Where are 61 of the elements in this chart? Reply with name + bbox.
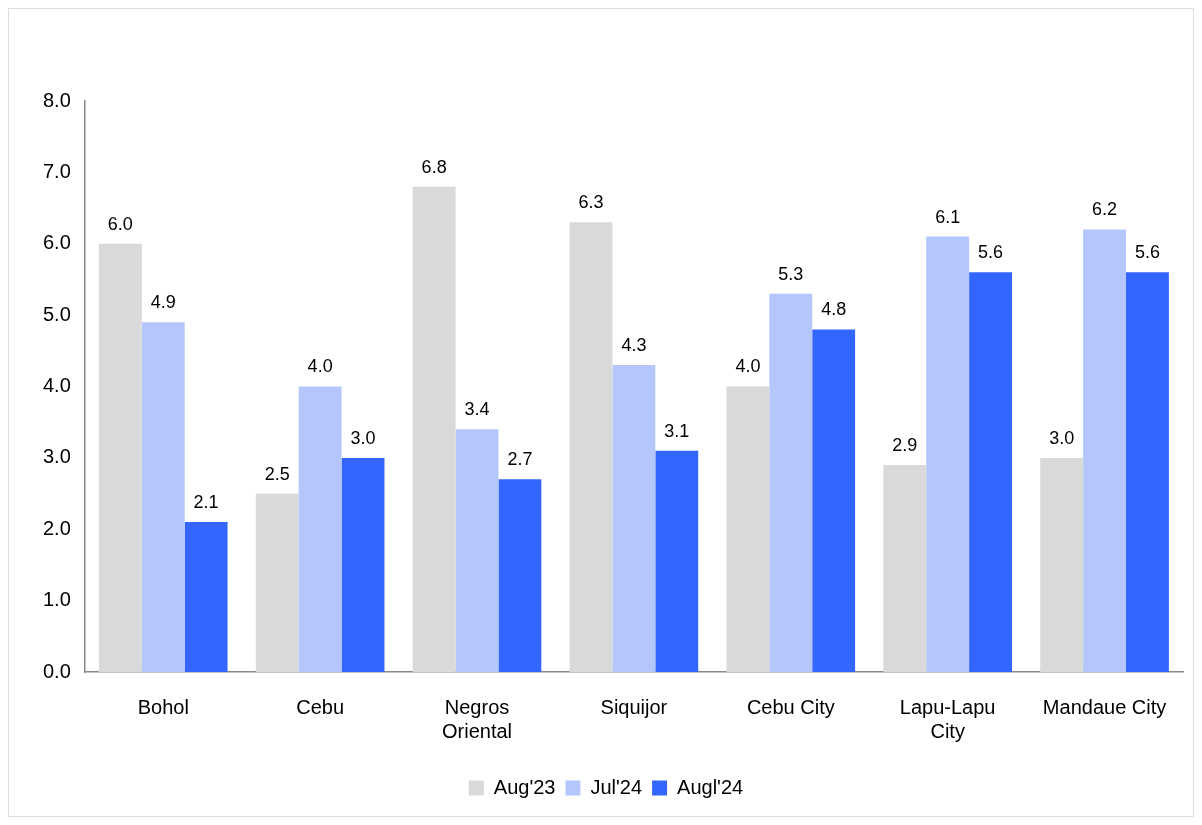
bar bbox=[298, 386, 342, 672]
data-label: 3.0 bbox=[1049, 427, 1075, 448]
data-label: 6.3 bbox=[578, 192, 604, 213]
bar bbox=[883, 465, 927, 672]
y-tick-label: 7.0 bbox=[42, 159, 71, 182]
data-label: 2.5 bbox=[264, 463, 290, 484]
data-label: 5.6 bbox=[1134, 242, 1160, 263]
legend-label: Augl'24 bbox=[677, 775, 744, 798]
bar bbox=[1126, 272, 1169, 672]
data-label: 5.3 bbox=[778, 263, 804, 284]
bar bbox=[1040, 457, 1084, 672]
x-tick-label: Bohol bbox=[137, 695, 189, 718]
x-tick-label: Lapu-Lapu City bbox=[899, 695, 996, 742]
bar bbox=[926, 236, 970, 672]
data-label: 3.4 bbox=[464, 399, 490, 420]
data-label: 4.0 bbox=[307, 356, 333, 377]
bar bbox=[812, 329, 856, 672]
data-label: 4.3 bbox=[621, 335, 647, 356]
data-label: 6.8 bbox=[421, 156, 447, 177]
bar bbox=[969, 272, 1012, 672]
bar bbox=[341, 457, 385, 672]
legend-label: Aug'23 bbox=[493, 775, 556, 798]
bar bbox=[726, 386, 770, 672]
y-tick-label: 3.0 bbox=[42, 445, 71, 468]
x-tick-label: Negros Oriental bbox=[442, 695, 513, 742]
data-label: 3.0 bbox=[350, 427, 376, 448]
y-tick-label: 5.0 bbox=[42, 302, 71, 325]
y-tick-label: 8.0 bbox=[42, 88, 71, 111]
bar bbox=[455, 429, 499, 672]
x-tick-label: Cebu bbox=[296, 695, 345, 718]
data-label: 2.9 bbox=[892, 434, 918, 455]
data-label: 4.8 bbox=[821, 299, 847, 320]
data-label: 4.9 bbox=[150, 292, 176, 313]
data-label: 5.6 bbox=[978, 242, 1004, 263]
bar bbox=[98, 243, 142, 672]
bar bbox=[412, 186, 456, 672]
bar bbox=[569, 222, 613, 672]
data-label: 2.1 bbox=[193, 492, 219, 513]
data-label: 6.0 bbox=[107, 213, 133, 234]
data-label: 6.1 bbox=[935, 206, 961, 227]
bar bbox=[612, 365, 656, 672]
data-label: 4.0 bbox=[735, 356, 761, 377]
bar bbox=[184, 522, 228, 672]
data-label: 3.1 bbox=[664, 420, 690, 441]
y-tick-label: 1.0 bbox=[42, 588, 71, 611]
y-tick-label: 0.0 bbox=[42, 659, 71, 682]
y-tick-label: 2.0 bbox=[42, 516, 71, 539]
x-tick-label: Cebu City bbox=[746, 695, 835, 718]
bar bbox=[1083, 229, 1126, 672]
x-tick-label: Siquijor bbox=[600, 695, 668, 718]
bar bbox=[255, 493, 299, 672]
bar bbox=[769, 293, 813, 672]
bar bbox=[655, 450, 699, 672]
x-tick-label: Mandaue City bbox=[1042, 695, 1167, 718]
data-label: 2.7 bbox=[507, 449, 533, 470]
bar bbox=[141, 322, 185, 672]
y-tick-label: 4.0 bbox=[42, 374, 71, 397]
data-label: 6.2 bbox=[1092, 199, 1118, 220]
legend-label: Jul'24 bbox=[590, 775, 643, 798]
bar bbox=[498, 479, 542, 672]
y-tick-label: 6.0 bbox=[42, 231, 71, 254]
